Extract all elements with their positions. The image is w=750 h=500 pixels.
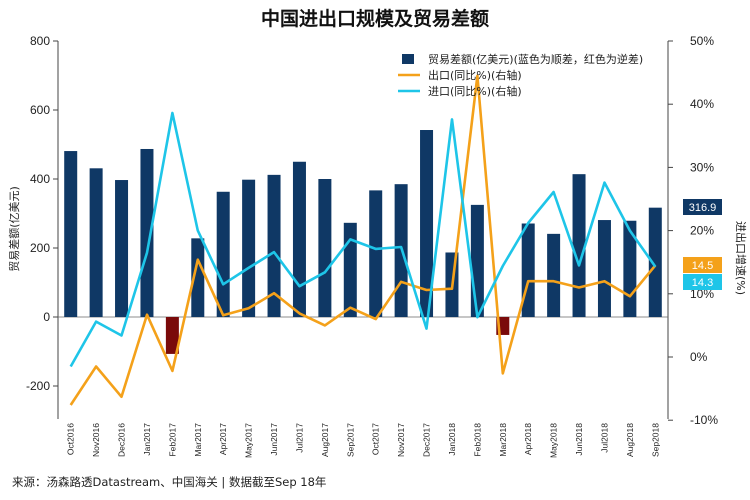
x-tick-label: Apr2018	[523, 423, 533, 455]
x-tick-label: Oct2016	[66, 423, 76, 455]
x-tick-label: Dec2016	[117, 423, 127, 457]
right-tick-label: 20%	[690, 224, 714, 238]
bar	[165, 317, 179, 354]
x-tick-label: Aug2017	[320, 423, 330, 457]
bar	[547, 233, 561, 317]
x-tick-label: Apr2017	[218, 423, 228, 455]
x-tick-label: Feb2017	[167, 423, 177, 457]
legend: 贸易差额(亿美元)(蓝色为顺差，红色为逆差) 出口(同比%)(右轴) 进口(同比%)…	[398, 52, 643, 98]
axes: -200 0 200 400 600 800 -10% 0% 10% 20% 30% 40% 50% 贸易…	[7, 34, 748, 458]
end-label-value: 316.9	[689, 202, 717, 214]
end-label-value: 14.5	[692, 260, 713, 272]
right-tick-label: -10%	[690, 413, 718, 427]
bar	[521, 223, 535, 317]
bar	[597, 220, 611, 317]
bar	[115, 180, 129, 317]
bar	[191, 238, 205, 317]
bar	[216, 191, 230, 317]
import-line	[69, 111, 657, 368]
bar-series	[64, 130, 662, 354]
bar	[470, 204, 484, 317]
x-tick-label: Oct2017	[371, 423, 381, 455]
bar	[420, 130, 434, 317]
x-tick-label: Mar2018	[498, 423, 508, 457]
x-tick-label: Sep2017	[345, 423, 355, 457]
bar	[64, 151, 78, 317]
legend-label-balance: 贸易差额(亿美元)(蓝色为顺差，红色为逆差)	[428, 52, 643, 66]
left-tick-label: 800	[30, 34, 50, 48]
bar	[242, 179, 256, 317]
left-tick-label: 0	[43, 310, 50, 324]
bar	[343, 222, 357, 317]
end-labels: 316.9 14.5 14.3	[683, 199, 722, 290]
chart-title: 中国进出口规模及贸易差额	[261, 7, 489, 30]
export-line	[69, 74, 657, 406]
legend-swatch-balance	[402, 54, 414, 64]
legend-label-import: 进口(同比%)(右轴)	[428, 84, 522, 98]
line-series	[69, 74, 657, 406]
left-tick-label: 400	[30, 172, 50, 186]
end-label-badge	[683, 274, 722, 290]
x-tick-label: Jan2018	[447, 423, 457, 456]
right-tick-label: 50%	[690, 34, 714, 48]
end-label-value: 14.3	[692, 277, 713, 289]
bar	[140, 148, 154, 317]
x-tick-label: Nov2017	[396, 423, 406, 457]
x-tick-label: Jan2017	[142, 423, 152, 456]
x-tick-label: Jun2017	[269, 423, 279, 456]
right-tick-label: 30%	[690, 160, 714, 174]
bar	[648, 207, 662, 317]
end-label-badge	[683, 199, 722, 215]
x-tick-label: May2018	[549, 423, 559, 458]
x-tick-label: Jul2018	[599, 423, 609, 453]
bar	[89, 168, 103, 317]
end-label-badge	[683, 257, 722, 273]
x-tick-label: Dec2017	[422, 423, 432, 457]
left-tick-label: 200	[30, 241, 50, 255]
bar	[267, 174, 281, 317]
x-tick-label: Jul2017	[294, 423, 304, 453]
x-tick-label: May2017	[244, 423, 254, 458]
bar	[292, 161, 306, 317]
x-tick-label: Nov2016	[91, 423, 101, 457]
x-tick-label: Aug2018	[625, 423, 635, 457]
right-tick-label: 0%	[690, 350, 708, 364]
right-axis-title: 进出口增速(%)	[734, 221, 748, 295]
source-note: 来源：汤森路透Datastream、中国海关 | 数据截至Sep 18年	[12, 475, 326, 489]
x-tick-label: Jun2018	[574, 423, 584, 456]
x-tick-label: Sep2018	[650, 423, 660, 457]
left-tick-label: -200	[26, 379, 50, 393]
bar	[572, 174, 586, 317]
x-tick-label: Mar2017	[193, 423, 203, 457]
bar	[318, 179, 332, 317]
left-tick-label: 600	[30, 103, 50, 117]
legend-label-export: 出口(同比%)(右轴)	[428, 68, 522, 82]
x-tick-label: Feb2018	[472, 423, 482, 457]
bar	[369, 190, 383, 317]
right-tick-label: 10%	[690, 287, 714, 301]
left-axis-title: 贸易差额(亿美元)	[7, 186, 21, 272]
right-tick-label: 40%	[690, 97, 714, 111]
